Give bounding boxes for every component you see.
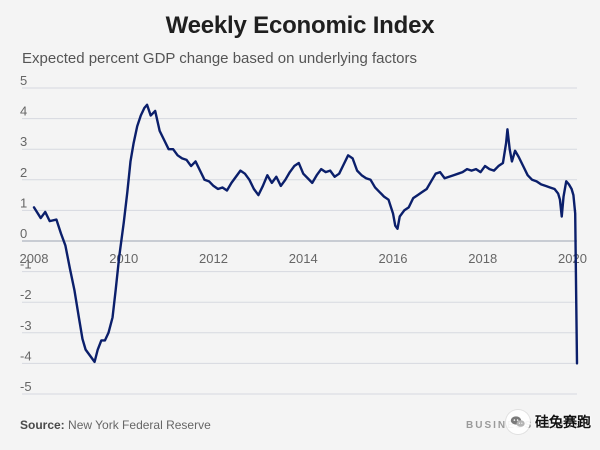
x-tick-label-2012: 2012 <box>199 251 228 266</box>
y-tick-label-neg-1: -1 <box>20 257 32 272</box>
series-layer <box>32 103 579 365</box>
x-tick-label-2008: 2008 <box>20 251 49 266</box>
chart-subtitle: Expected percent GDP change based on und… <box>22 50 417 67</box>
x-tick-label-2020: 2020 <box>558 251 587 266</box>
y-tick-label-neg-4: -4 <box>20 348 32 363</box>
y-tick-label-neg-3: -3 <box>20 318 32 333</box>
x-axis-tick-labels: 2008 2010 2012 2014 2016 2018 2020 <box>20 251 587 266</box>
y-axis-tick-labels: 5 4 3 2 1 0 -1 -2 -3 -4 -5 <box>20 73 32 394</box>
y-tick-label-2: 2 <box>20 165 27 180</box>
x-tick-label-2010: 2010 <box>109 251 138 266</box>
x-tick-label-2016: 2016 <box>379 251 408 266</box>
x-tick-label-2018: 2018 <box>468 251 497 266</box>
series-line-0 <box>32 103 579 365</box>
grid-lines <box>22 87 577 395</box>
y-tick-label-3: 3 <box>20 134 27 149</box>
y-tick-label-1: 1 <box>20 195 27 210</box>
y-tick-label-5: 5 <box>20 73 27 88</box>
series-points-0 <box>33 104 578 364</box>
y-tick-label-0: 0 <box>20 226 27 241</box>
chart-title: Weekly Economic Index <box>165 12 435 39</box>
wechat-icon <box>506 410 530 434</box>
source-text: New York Federal Reserve <box>68 418 211 432</box>
source-label: Source: <box>20 418 65 432</box>
y-tick-label-neg-5: -5 <box>20 379 32 394</box>
source-note: Source: New York Federal Reserve <box>20 418 211 432</box>
watermark-text: 硅兔赛跑 <box>535 414 591 430</box>
y-tick-label-neg-2: -2 <box>20 287 32 302</box>
x-tick-label-2014: 2014 <box>289 251 318 266</box>
y-tick-label-4: 4 <box>20 104 27 119</box>
watermark: 硅兔赛跑 <box>506 408 591 436</box>
